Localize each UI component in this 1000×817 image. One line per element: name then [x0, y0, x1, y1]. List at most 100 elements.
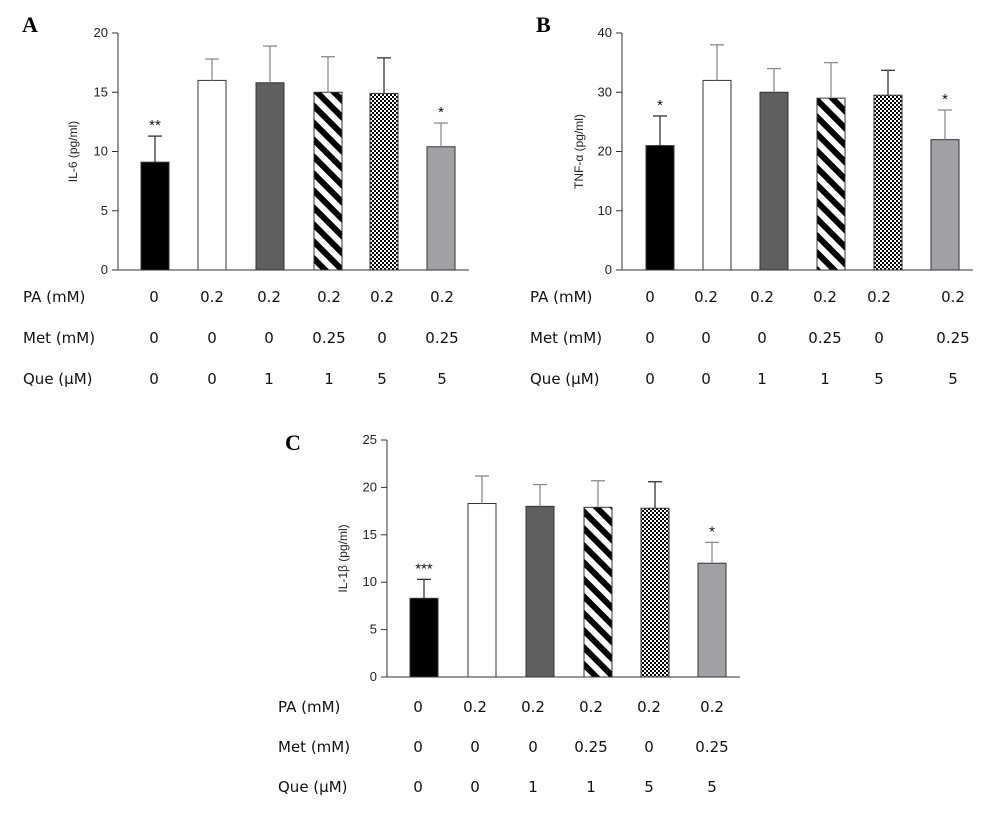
- y-tick-label: 10: [363, 574, 377, 589]
- bar: [369, 92, 399, 271]
- y-tick-label: 10: [94, 144, 108, 159]
- significance-marker: *: [438, 104, 444, 121]
- condition-value: 0: [264, 329, 274, 347]
- condition-value: 0: [377, 329, 387, 347]
- condition-value: 0.2: [750, 288, 774, 306]
- bar: [759, 91, 789, 271]
- condition-value: 0.2: [200, 288, 224, 306]
- condition-value: 5: [644, 778, 654, 796]
- significance-marker: *: [657, 97, 663, 114]
- condition-label: PA (mM): [23, 288, 85, 306]
- condition-value: 0: [874, 329, 884, 347]
- condition-value: 1: [820, 370, 830, 388]
- condition-value: 0.2: [694, 288, 718, 306]
- condition-value: 0.2: [521, 698, 545, 716]
- y-tick-label: 10: [598, 203, 612, 218]
- condition-value: 0.2: [430, 288, 454, 306]
- condition-value: 0.2: [317, 288, 341, 306]
- y-tick-label: 40: [598, 25, 612, 40]
- condition-value: 0: [470, 778, 480, 796]
- bar: [426, 146, 456, 271]
- condition-label: Que (µM): [23, 370, 93, 388]
- condition-value: 0: [413, 778, 423, 796]
- condition-value: 0: [645, 329, 655, 347]
- condition-value: 0: [701, 370, 711, 388]
- condition-label: Met (mM): [530, 329, 602, 347]
- panel-letter: C: [285, 430, 301, 455]
- condition-label: Met (mM): [23, 329, 95, 347]
- bar: [313, 91, 343, 271]
- y-axis-label: IL-1β (pg/ml): [336, 524, 350, 592]
- y-axis-label: TNF-α (pg/ml): [572, 114, 586, 189]
- significance-marker: **: [149, 117, 161, 134]
- condition-value: 1: [264, 370, 274, 388]
- y-tick-label: 5: [370, 622, 377, 637]
- condition-value: 1: [324, 370, 334, 388]
- condition-value: 0: [757, 329, 767, 347]
- y-tick-label: 20: [94, 25, 108, 40]
- condition-value: 0: [645, 370, 655, 388]
- condition-value: 0.25: [936, 329, 969, 347]
- bar: [140, 161, 170, 271]
- condition-value: 0.25: [312, 329, 345, 347]
- condition-value: 0: [470, 738, 480, 756]
- bar: [873, 94, 903, 271]
- condition-value: 0.2: [941, 288, 965, 306]
- bar: [702, 79, 732, 271]
- bar: [197, 79, 227, 271]
- y-tick-label: 5: [101, 203, 108, 218]
- condition-value: 0: [149, 329, 159, 347]
- bar: [255, 82, 285, 271]
- y-tick-label: 0: [605, 262, 612, 277]
- y-tick-label: 25: [363, 432, 377, 447]
- condition-value: 1: [586, 778, 596, 796]
- bar: [697, 562, 727, 678]
- significance-marker: *: [942, 91, 948, 108]
- bar: [930, 139, 960, 271]
- condition-value: 0.25: [808, 329, 841, 347]
- condition-label: PA (mM): [530, 288, 592, 306]
- significance-marker: ***: [415, 560, 433, 577]
- condition-label: PA (mM): [278, 698, 340, 716]
- bar: [640, 507, 670, 678]
- bar: [525, 505, 555, 678]
- condition-value: 0.25: [574, 738, 607, 756]
- y-tick-label: 0: [370, 669, 377, 684]
- condition-value: 0: [644, 738, 654, 756]
- condition-value: 0: [413, 698, 423, 716]
- condition-value: 0.2: [637, 698, 661, 716]
- bar: [645, 145, 675, 271]
- y-tick-label: 0: [101, 262, 108, 277]
- significance-marker: *: [709, 523, 715, 540]
- condition-value: 0: [149, 370, 159, 388]
- condition-label: Que (µM): [278, 778, 348, 796]
- condition-label: Que (µM): [530, 370, 600, 388]
- condition-value: 0: [207, 329, 217, 347]
- bar: [583, 506, 613, 678]
- bar: [467, 503, 497, 678]
- condition-value: 0: [645, 288, 655, 306]
- condition-value: 0: [528, 738, 538, 756]
- condition-value: 5: [377, 370, 387, 388]
- condition-value: 1: [757, 370, 767, 388]
- condition-value: 0: [413, 738, 423, 756]
- condition-value: 0: [701, 329, 711, 347]
- condition-value: 0.2: [813, 288, 837, 306]
- condition-value: 5: [707, 778, 717, 796]
- y-axis-label: IL-6 (pg/ml): [66, 121, 80, 182]
- condition-label: Met (mM): [278, 738, 350, 756]
- condition-value: 0: [207, 370, 217, 388]
- y-tick-label: 20: [363, 479, 377, 494]
- condition-value: 1: [528, 778, 538, 796]
- y-tick-label: 15: [363, 527, 377, 542]
- condition-value: 0.2: [257, 288, 281, 306]
- condition-value: 5: [948, 370, 958, 388]
- condition-value: 0.25: [695, 738, 728, 756]
- condition-value: 5: [874, 370, 884, 388]
- bar: [409, 597, 439, 678]
- bar: [816, 97, 846, 271]
- condition-value: 0.2: [463, 698, 487, 716]
